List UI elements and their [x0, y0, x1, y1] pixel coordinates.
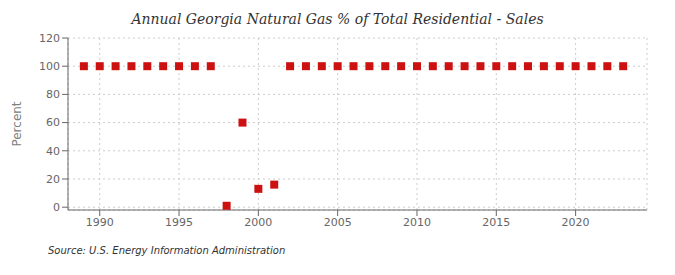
- svg-text:40: 40: [46, 145, 60, 158]
- svg-text:20: 20: [46, 173, 60, 186]
- svg-text:2000: 2000: [244, 216, 272, 229]
- svg-text:2010: 2010: [403, 216, 431, 229]
- svg-text:1990: 1990: [86, 216, 114, 229]
- svg-text:60: 60: [46, 116, 60, 129]
- svg-text:120: 120: [39, 32, 60, 45]
- svg-text:0: 0: [53, 201, 60, 214]
- svg-text:80: 80: [46, 88, 60, 101]
- svg-text:1995: 1995: [165, 216, 193, 229]
- html-text:Annual Georgia Natural Gas % o: Annual Georgia Natural Gas % of Total Re…: [131, 11, 544, 27]
- html-text:Source: U.S. Energy Informatio: Source: U.S. Energy Information Administ…: [48, 245, 286, 256]
- svg-text:2020: 2020: [562, 216, 590, 229]
- svg-text:2015: 2015: [482, 216, 510, 229]
- svg-text:Percent: Percent: [10, 101, 24, 146]
- svg-text:100: 100: [39, 60, 60, 73]
- svg-text:2005: 2005: [324, 216, 352, 229]
